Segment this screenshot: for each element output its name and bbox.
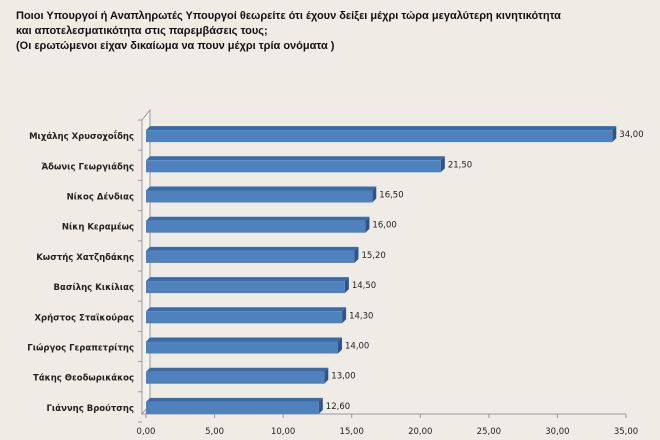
value-label: 12,60 (326, 402, 350, 412)
bar-side (372, 186, 377, 203)
value-label: 21,50 (448, 160, 472, 170)
title-line-3: (Οι ερωτώμενοι είχαν δικαίωμα να πουν μέ… (16, 40, 335, 52)
bar-side (342, 307, 347, 324)
bar (146, 371, 325, 384)
bar-top (146, 156, 445, 161)
value-label: 16,50 (379, 191, 403, 201)
bar (146, 250, 355, 263)
bar-top (146, 186, 377, 191)
value-label: 15,20 (361, 251, 385, 261)
category-label: Τάκης Θεοδωρικάκος (33, 374, 134, 384)
bar (146, 190, 373, 203)
category-label: Βασίλης Κικίλιας (54, 282, 135, 293)
category-label: Άδωνις Γεωργιάδης (41, 162, 134, 172)
title-line-2: και αποτελεσματικότητα στις παρεμβάσεις … (16, 25, 268, 37)
category-label: Νίκη Κεραμέως (62, 222, 134, 233)
category-label: Μιχάλης Χρυσοχοΐδης (29, 130, 134, 142)
bar (146, 160, 441, 173)
bar-side (365, 216, 370, 233)
bar (146, 341, 338, 354)
bar-top (146, 126, 617, 131)
bar (146, 281, 345, 294)
bar-side (344, 277, 349, 294)
bar-side (318, 397, 323, 414)
category-label: Νίκος Δένδιας (67, 192, 134, 203)
bar-top (146, 367, 329, 372)
value-label: 34,00 (619, 130, 643, 140)
bar (146, 401, 319, 414)
bar-top (146, 307, 347, 312)
bar-side (324, 367, 329, 384)
value-label: 14,00 (345, 342, 369, 352)
bar-side (440, 156, 445, 173)
chart-title: Ποιοι Υπουργοί ή Αναπληρωτές Υπουργοί θε… (16, 9, 646, 54)
bar-side (612, 126, 617, 143)
x-tick-label: 10,00 (271, 427, 295, 437)
bar-side (354, 246, 359, 263)
bar (146, 130, 613, 143)
title-line-1: Ποιοι Υπουργοί ή Αναπληρωτές Υπουργοί θε… (16, 10, 561, 22)
value-label: 14,30 (349, 311, 373, 321)
bar-top (146, 397, 323, 402)
value-label: 13,00 (331, 372, 355, 382)
x-tick-label: 0,00 (137, 427, 156, 437)
bar (146, 220, 366, 233)
x-tick-label: 25,00 (477, 427, 501, 437)
bar-side (338, 337, 342, 354)
value-label: 16,00 (372, 221, 396, 231)
x-tick-label: 35,00 (614, 427, 638, 437)
category-label: Κωστής Χατζηδάκης (36, 253, 134, 263)
x-tick-label: 5,00 (205, 427, 224, 437)
category-label: Γιάννης Βρούτσης (47, 404, 134, 414)
bar-top (146, 277, 349, 282)
bar-top (146, 337, 342, 342)
bar (146, 311, 343, 324)
x-tick-label: 30,00 (545, 427, 569, 437)
category-label: Χρήστος Σταϊκούρας (34, 313, 134, 323)
bar-top (146, 246, 359, 251)
bar-top (146, 216, 370, 221)
x-tick-label: 15,00 (340, 427, 364, 437)
x-tick-label: 20,00 (408, 427, 432, 437)
value-label: 14,50 (352, 281, 376, 291)
category-label: Γιώργος Γεραπετρίτης (27, 343, 134, 354)
